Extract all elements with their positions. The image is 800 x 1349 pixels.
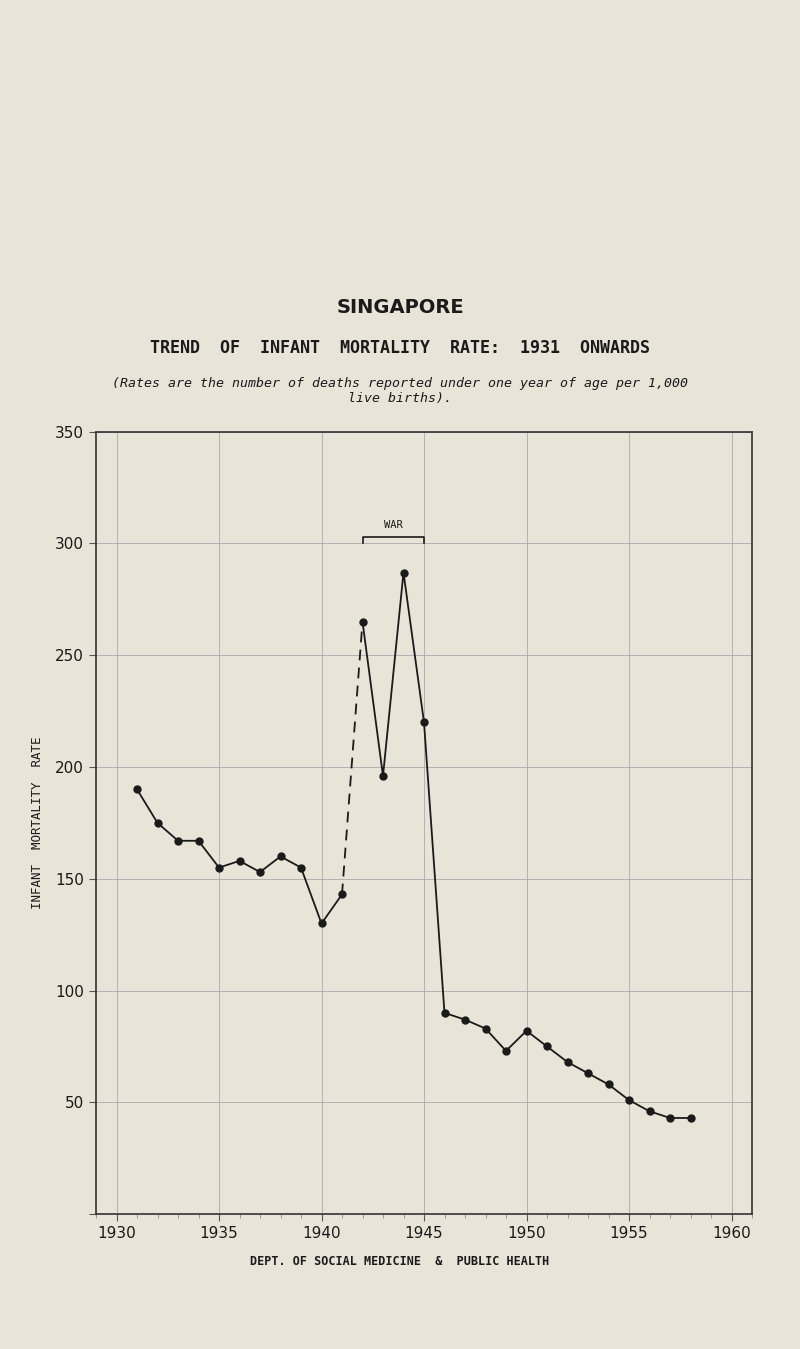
Point	[233, 850, 246, 871]
Point	[130, 778, 143, 800]
Point	[151, 812, 164, 834]
Point	[315, 913, 328, 935]
Point	[520, 1020, 533, 1041]
Text: TREND  OF  INFANT  MORTALITY  RATE:  1931  ONWARDS: TREND OF INFANT MORTALITY RATE: 1931 ONW…	[150, 340, 650, 357]
Text: WAR: WAR	[384, 521, 402, 530]
Point	[418, 711, 430, 733]
Point	[171, 830, 184, 851]
Point	[192, 830, 205, 851]
Point	[274, 846, 287, 867]
Point	[541, 1036, 554, 1058]
Text: DEPT. OF SOCIAL MEDICINE  &  PUBLIC HEALTH: DEPT. OF SOCIAL MEDICINE & PUBLIC HEALTH	[250, 1255, 550, 1268]
Point	[458, 1009, 471, 1031]
Point	[356, 611, 369, 633]
Point	[499, 1040, 513, 1062]
Point	[479, 1017, 492, 1039]
Text: (Rates are the number of deaths reported under one year of age per 1,000
live bi: (Rates are the number of deaths reported…	[112, 376, 688, 405]
Point	[377, 765, 390, 786]
Point	[294, 857, 307, 878]
Point	[622, 1089, 635, 1110]
Y-axis label: INFANT  MORTALITY  RATE: INFANT MORTALITY RATE	[31, 737, 44, 909]
Point	[213, 857, 226, 878]
Point	[582, 1063, 594, 1085]
Point	[336, 884, 349, 905]
Point	[397, 561, 410, 583]
Point	[643, 1101, 656, 1122]
Point	[602, 1074, 615, 1095]
Point	[254, 861, 266, 882]
Point	[561, 1051, 574, 1072]
Text: SINGAPORE: SINGAPORE	[336, 298, 464, 317]
Point	[438, 1002, 451, 1024]
Point	[664, 1108, 677, 1129]
Point	[684, 1108, 697, 1129]
